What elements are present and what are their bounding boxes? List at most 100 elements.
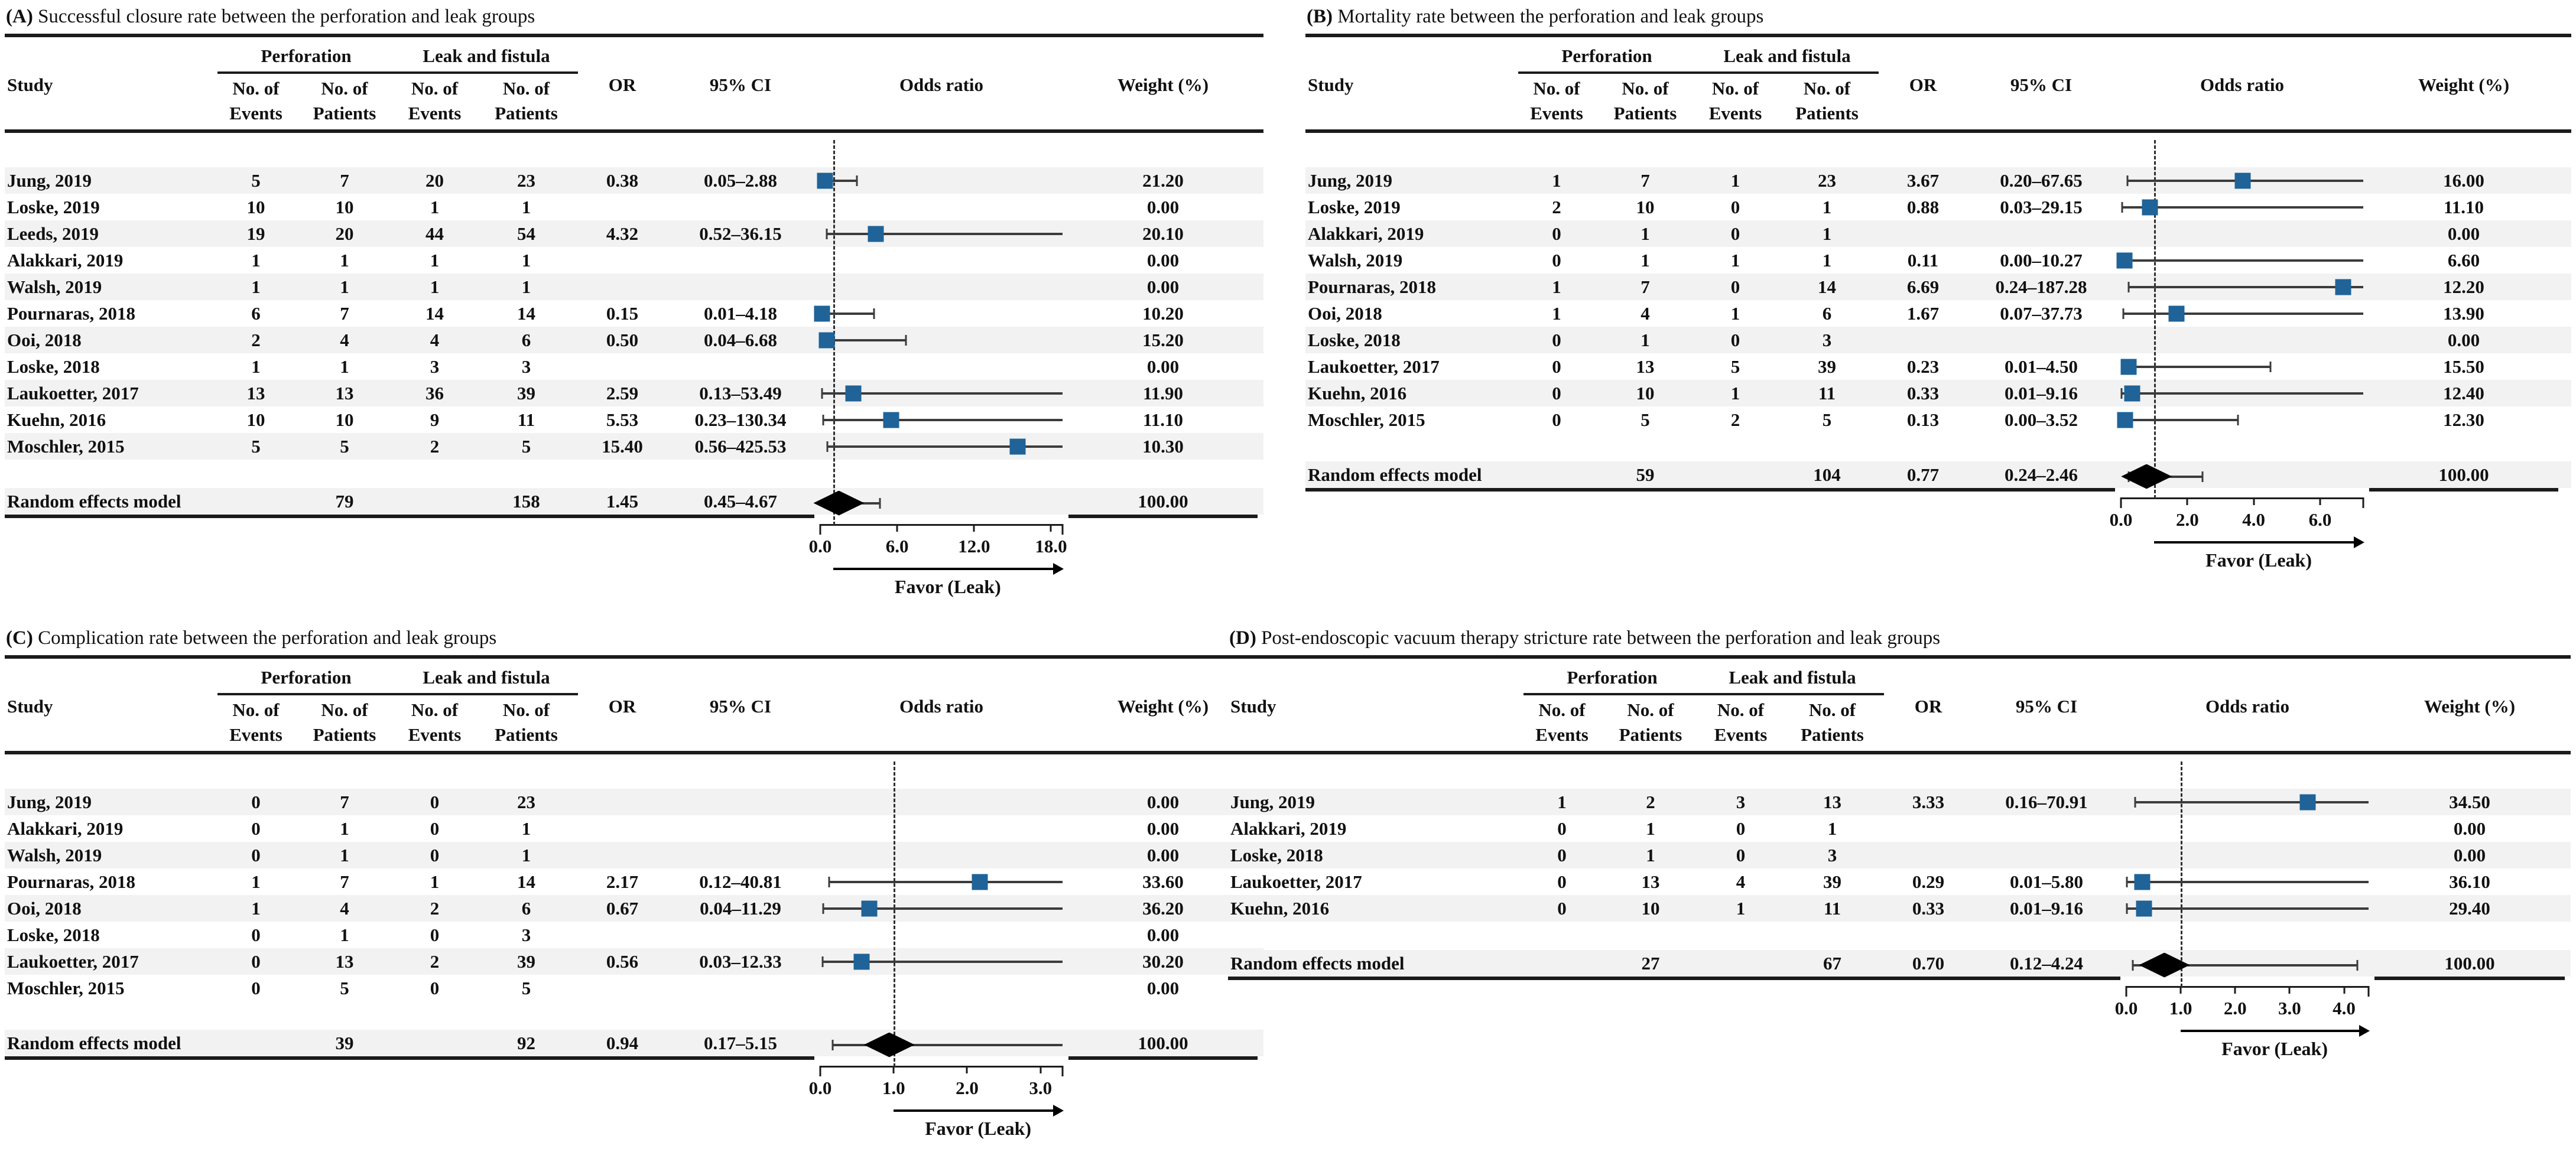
column-header-or: OR <box>608 74 636 95</box>
perf-events-value: 0 <box>1557 818 1567 839</box>
spacer-row <box>1228 754 2571 789</box>
leak-patients-value: 6 <box>521 330 531 350</box>
leak-events-value: 2 <box>430 898 440 919</box>
weight-value: 100.00 <box>1068 1030 1258 1060</box>
forest-marker-area <box>820 922 1063 948</box>
leak-patients-value: 23 <box>517 792 535 812</box>
study-name: Pournaras, 2018 <box>7 871 135 892</box>
table-header: Study Perforation Leak and fistula No. o… <box>5 37 1263 133</box>
axis-tick <box>2319 497 2321 505</box>
weight-value: 0.00 <box>2453 845 2486 865</box>
weight-value: 11.90 <box>1142 383 1184 403</box>
perf-events-value: 1 <box>1557 792 1567 812</box>
perf-events-value: 0 <box>251 925 261 945</box>
leak-events-value: 0 <box>430 792 440 812</box>
weight-value: 13.90 <box>2443 303 2484 324</box>
axis: Favor (Leak) 0.0 1.0 2.0 3.0 <box>809 1057 1064 1152</box>
patients-label: Patients <box>1795 103 1859 123</box>
leak-events-value: 44 <box>425 223 444 244</box>
forest-plot-cell <box>2120 868 2374 895</box>
ci-value <box>1967 220 2115 247</box>
study-name: Leeds, 2019 <box>7 223 99 244</box>
or-value <box>578 922 667 948</box>
forest-plot-cell <box>814 247 1068 274</box>
leak-patients-value: 6 <box>521 898 531 919</box>
no-of-label: No. of <box>1622 78 1669 99</box>
ci-line <box>829 880 1063 883</box>
ci-cap-right <box>2237 414 2239 425</box>
column-header-study: Study <box>7 74 53 95</box>
column-group-leak: Leak and fistula <box>1701 662 1884 695</box>
ci-cap-left <box>2132 959 2134 971</box>
or-square-marker <box>2168 305 2185 321</box>
table-row: Loske, 2018 0 1 0 3 0.00 <box>1228 842 2571 868</box>
leak-patients-value: 3 <box>521 925 531 945</box>
ci-cap-left <box>2126 903 2128 914</box>
ci-line <box>2122 206 2363 209</box>
forest-plot-cell <box>2115 300 2369 327</box>
study-name: Walsh, 2019 <box>7 276 102 297</box>
leak-patients-value: 39 <box>1823 871 1841 892</box>
forest-marker-area <box>820 1030 1063 1060</box>
ci-line <box>2126 880 2369 883</box>
study-name: Jung, 2019 <box>7 792 92 812</box>
study-name: Random effects model <box>5 1030 217 1060</box>
axis-tick-label: 1.0 <box>882 1078 905 1098</box>
ci-value <box>667 247 814 274</box>
leak-patients-value: 11 <box>1818 383 1836 403</box>
leak-patients-value: 39 <box>517 383 535 403</box>
weight-value: 100.00 <box>2369 461 2558 492</box>
perf-events-value: 1 <box>251 356 261 377</box>
forest-marker-area <box>2117 406 2363 433</box>
perf-events-value: 0 <box>1557 845 1567 865</box>
leak-events-value: 3 <box>430 356 440 377</box>
table-row: Loske, 2019 2 10 0 1 0.88 0.03–29.15 11.10 <box>1305 194 2571 220</box>
ci-cap-left <box>826 441 829 452</box>
weight-value: 12.40 <box>2443 383 2484 403</box>
or-value: 0.77 <box>1879 461 1967 492</box>
or-value <box>578 353 667 380</box>
forest-plot-cell <box>814 220 1068 247</box>
forest-plot-cell <box>2115 461 2369 492</box>
no-of-label: No. of <box>232 78 280 99</box>
panel-complication: (C) Complication rate between the perfor… <box>5 625 1263 1152</box>
table-row: Jung, 2019 1 7 1 23 3.67 0.20–67.65 16.00 <box>1305 167 2571 194</box>
weight-value: 0.00 <box>2453 818 2486 839</box>
axis-tick <box>892 1066 895 1073</box>
column-header-odds-ratio: Odds ratio <box>899 74 984 95</box>
weight-value: 11.10 <box>2443 197 2484 217</box>
axis-end-tick <box>2362 497 2364 508</box>
axis-tick <box>2288 986 2291 994</box>
leak-patients-value: 5 <box>521 436 531 457</box>
forest-plot-cell <box>2120 789 2374 815</box>
perf-events-value: 1 <box>1552 276 1561 297</box>
weight-value: 36.20 <box>1142 898 1184 919</box>
no-of-label: No. of <box>321 699 368 720</box>
no-of-label: No. of <box>1533 78 1580 99</box>
column-header-leak-events: No. of Events <box>395 695 475 751</box>
column-header-or: OR <box>1914 696 1942 717</box>
column-group-perforation: Perforation <box>1523 662 1701 695</box>
study-name: Laukoetter, 2017 <box>1308 356 1440 377</box>
perf-patients-value: 5 <box>340 978 349 998</box>
forest-marker-area <box>2126 895 2369 922</box>
study-name: Jung, 2019 <box>1230 792 1315 812</box>
or-value: 0.67 <box>606 898 639 919</box>
ci-cap-left <box>2120 388 2123 399</box>
patients-label: Patients <box>495 724 558 745</box>
forest-marker-area <box>817 167 1063 194</box>
leak-events-value: 20 <box>425 170 444 191</box>
table-row: Jung, 2019 1 2 3 13 3.33 0.16–70.91 34.50 <box>1228 789 2571 815</box>
perf-patients-value: 13 <box>1641 871 1660 892</box>
axis-tick <box>2186 497 2188 505</box>
leak-patients-value: 54 <box>517 223 535 244</box>
forest-marker-area <box>820 433 1063 460</box>
leak-events-value: 1 <box>430 250 440 271</box>
or-square-marker <box>2117 412 2133 428</box>
column-header-odds-ratio: Odds ratio <box>899 696 984 717</box>
ci-cap-right <box>2201 471 2204 482</box>
perf-patients-value: 1 <box>340 276 349 297</box>
perf-events-value: 0 <box>1557 871 1567 892</box>
panel-title-text: Successful closure rate between the perf… <box>38 6 535 27</box>
or-square-marker <box>853 954 870 969</box>
